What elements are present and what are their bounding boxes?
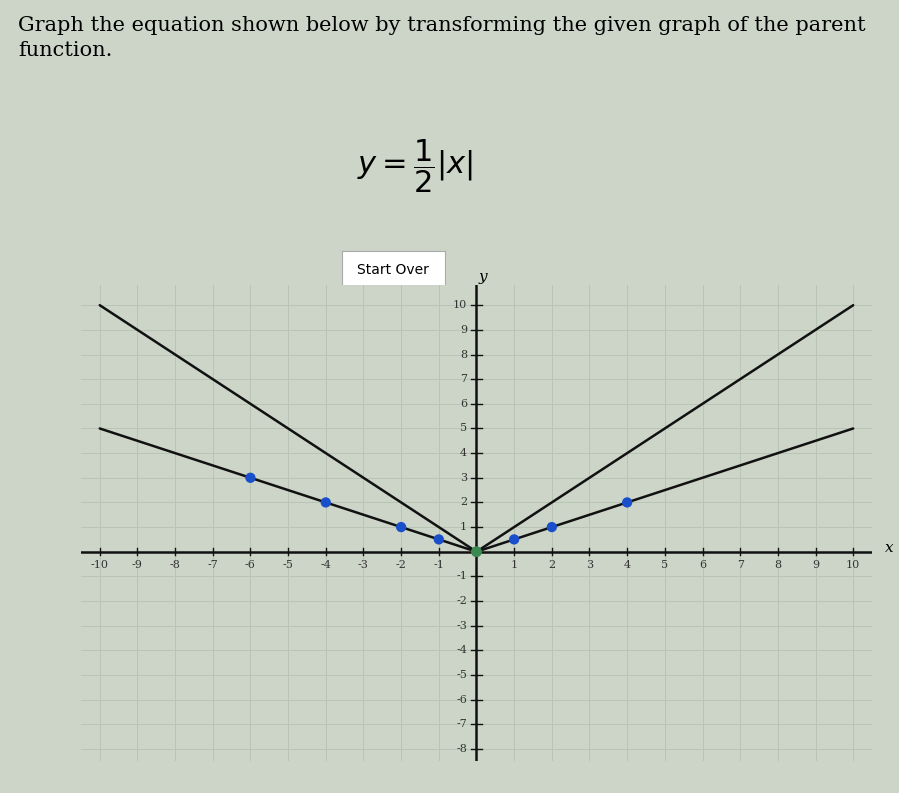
Text: 10: 10: [846, 561, 860, 570]
Text: 9: 9: [460, 325, 467, 335]
Point: [545, 521, 559, 534]
Point: [244, 471, 258, 484]
Text: 9: 9: [812, 561, 819, 570]
Point: [469, 546, 484, 558]
Text: 4: 4: [624, 561, 631, 570]
Text: -5: -5: [282, 561, 294, 570]
Text: -10: -10: [91, 561, 109, 570]
Text: 3: 3: [586, 561, 593, 570]
Text: 10: 10: [453, 301, 467, 310]
Text: Graph the equation shown below by transforming the given graph of the parent
fun: Graph the equation shown below by transf…: [18, 16, 866, 59]
Point: [507, 533, 521, 546]
Text: 7: 7: [460, 374, 467, 384]
Text: $y = \dfrac{1}{2}|x|$: $y = \dfrac{1}{2}|x|$: [357, 138, 473, 195]
Text: -3: -3: [358, 561, 369, 570]
Text: -3: -3: [456, 621, 467, 630]
Text: 1: 1: [460, 522, 467, 532]
Text: 1: 1: [511, 561, 518, 570]
Text: -4: -4: [456, 646, 467, 655]
Text: -2: -2: [396, 561, 406, 570]
Text: -5: -5: [456, 670, 467, 680]
Text: -6: -6: [456, 695, 467, 705]
Text: 4: 4: [460, 448, 467, 458]
Text: 5: 5: [460, 423, 467, 434]
Point: [620, 496, 635, 509]
Point: [469, 546, 484, 558]
Text: 2: 2: [548, 561, 556, 570]
Point: [318, 496, 333, 509]
Text: 3: 3: [460, 473, 467, 483]
Text: -1: -1: [433, 561, 444, 570]
Point: [394, 521, 408, 534]
Text: 6: 6: [460, 399, 467, 409]
Text: y: y: [479, 270, 487, 284]
Text: -7: -7: [208, 561, 218, 570]
Text: 6: 6: [699, 561, 706, 570]
Text: x: x: [886, 541, 894, 555]
Text: 8: 8: [460, 350, 467, 359]
Point: [432, 533, 446, 546]
Text: -9: -9: [132, 561, 143, 570]
Text: -7: -7: [457, 719, 467, 730]
Text: 8: 8: [774, 561, 781, 570]
Text: -4: -4: [320, 561, 331, 570]
Text: 5: 5: [662, 561, 668, 570]
Text: 2: 2: [460, 497, 467, 508]
Text: -1: -1: [456, 572, 467, 581]
Text: Start Over: Start Over: [358, 263, 429, 278]
Text: -8: -8: [170, 561, 181, 570]
Text: -8: -8: [456, 744, 467, 754]
Text: 7: 7: [736, 561, 743, 570]
Text: -6: -6: [245, 561, 256, 570]
Text: -2: -2: [456, 596, 467, 606]
